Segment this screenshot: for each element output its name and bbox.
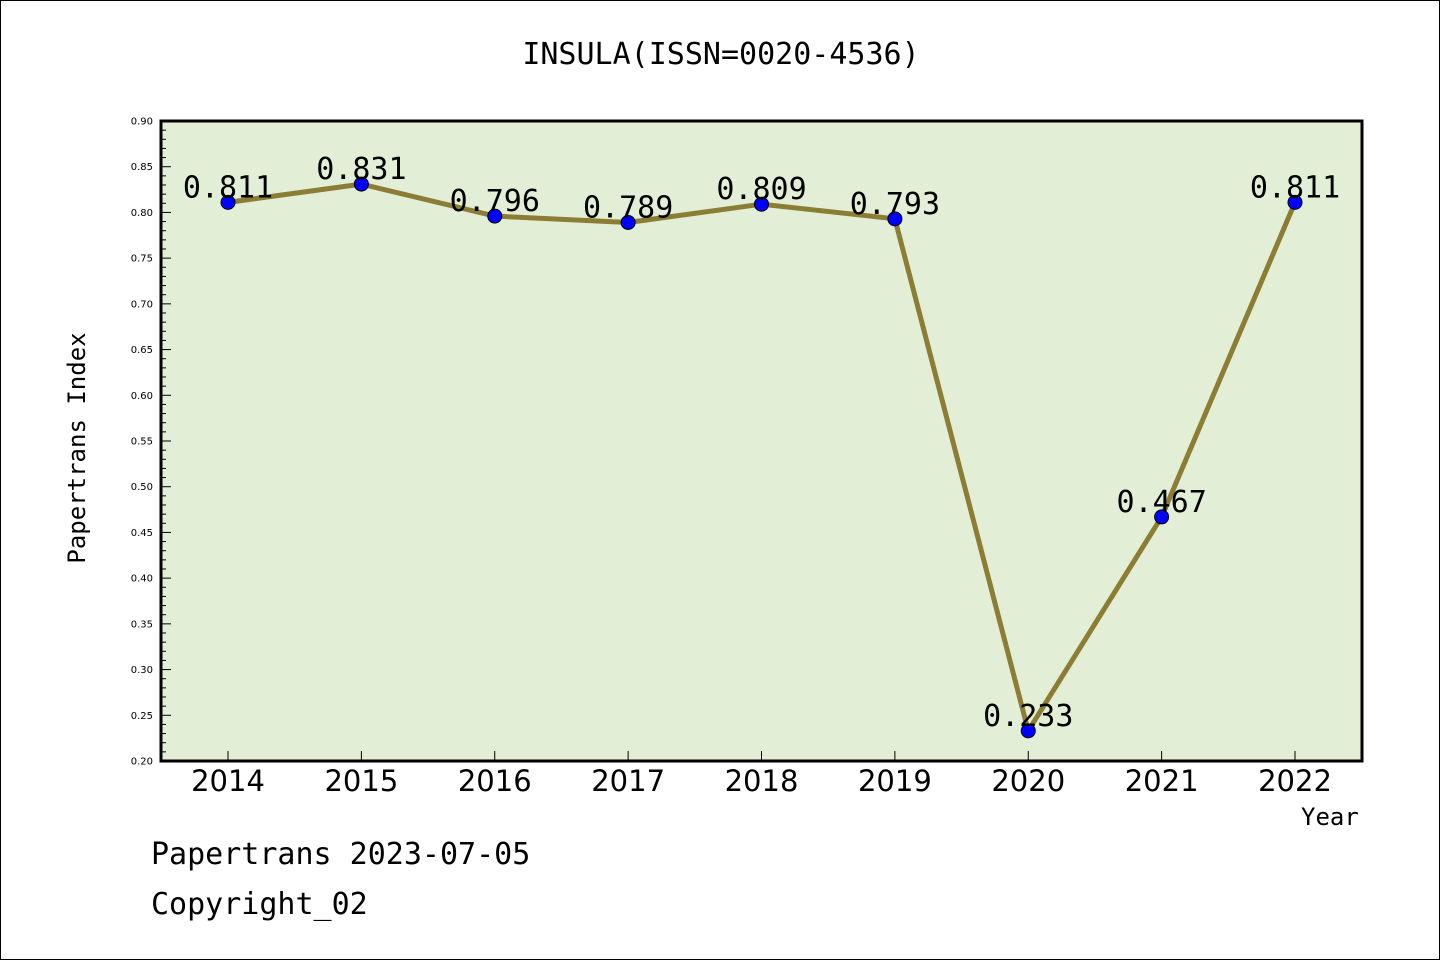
data-point — [220, 194, 236, 210]
x-tick-label: 2022 — [1258, 764, 1332, 798]
data-point — [887, 211, 903, 227]
x-tick-label: 2016 — [458, 764, 532, 798]
data-point — [620, 214, 636, 230]
data-label: 0.796 — [450, 184, 540, 219]
y-tick-label: 0.85 — [131, 162, 153, 173]
chart-title: INSULA(ISSN=0020-4536) — [522, 37, 920, 72]
data-label: 0.789 — [583, 190, 673, 225]
y-tick-label: 0.55 — [131, 437, 153, 448]
y-tick-label: 0.90 — [131, 117, 153, 128]
data-label: 0.811 — [183, 170, 273, 205]
data-label: 0.467 — [1116, 485, 1206, 520]
y-tick-label: 0.75 — [131, 254, 153, 265]
data-label: 0.793 — [850, 187, 940, 222]
y-tick-label: 0.80 — [131, 208, 153, 219]
x-tick-label: 2018 — [725, 764, 799, 798]
y-tick-label: 0.45 — [131, 528, 153, 539]
footer-date: Papertrans 2023-07-05 — [151, 837, 531, 872]
y-tick-label: 0.40 — [131, 574, 153, 585]
data-point — [487, 208, 503, 224]
x-tick-label: 2015 — [324, 764, 398, 798]
data-label: 0.809 — [716, 172, 806, 207]
y-axis-label: Papertrans Index — [63, 332, 91, 564]
data-label: 0.233 — [983, 699, 1073, 734]
data-label: 0.811 — [1250, 170, 1340, 205]
x-tick-label: 2021 — [1125, 764, 1199, 798]
y-tick-label: 0.50 — [131, 482, 153, 493]
x-tick-label: 2014 — [191, 764, 265, 798]
y-tick-label: 0.35 — [131, 619, 153, 630]
y-tick-label: 0.60 — [131, 391, 153, 402]
data-point — [353, 176, 369, 192]
y-tick-label: 0.70 — [131, 299, 153, 310]
data-point — [1287, 194, 1303, 210]
data-point — [1154, 509, 1170, 525]
y-tick-label: 0.30 — [131, 665, 153, 676]
data-label: 0.831 — [316, 152, 406, 187]
data-point — [1020, 723, 1036, 739]
x-tick-label: 2017 — [591, 764, 665, 798]
y-tick-label: 0.20 — [131, 757, 153, 768]
footer-copyright: Copyright_02 — [151, 887, 368, 922]
x-axis-label: Year — [1301, 803, 1359, 831]
y-tick-label: 0.25 — [131, 711, 153, 722]
data-point — [754, 196, 769, 212]
x-tick-label: 2020 — [991, 764, 1065, 798]
y-tick-label: 0.65 — [131, 345, 153, 356]
x-tick-label: 2019 — [858, 764, 932, 798]
plot-area — [159, 119, 1364, 763]
